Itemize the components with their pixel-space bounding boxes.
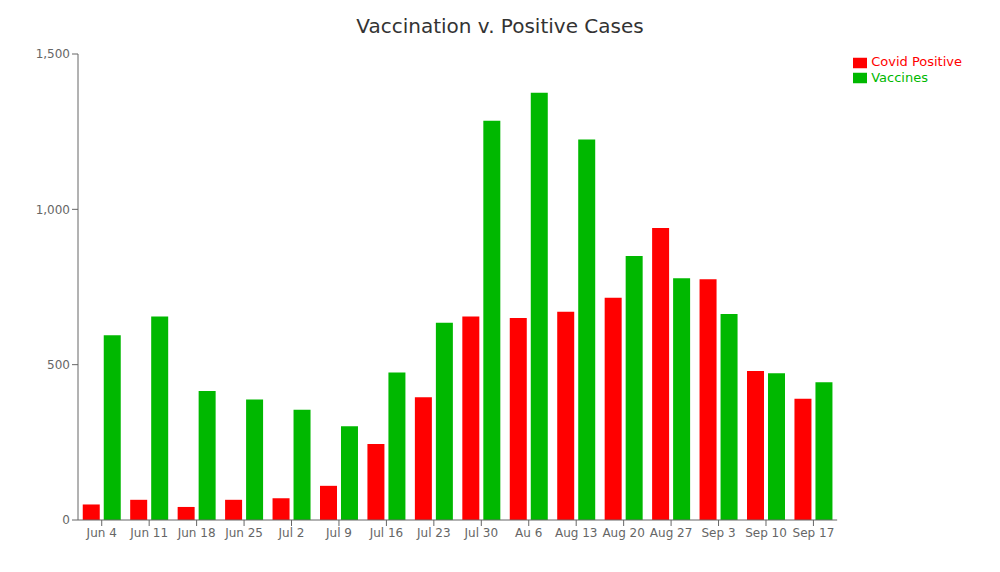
svg-text:Au 6: Au 6	[515, 526, 542, 540]
html-text:Vaccines: Vaccines	[871, 69, 928, 85]
html-text:Covid Positive: Covid Positive	[871, 54, 962, 69]
svg-text:0: 0	[62, 513, 70, 527]
svg-text:Aug 27: Aug 27	[650, 526, 693, 540]
svg-text:Jul 23: Jul 23	[416, 526, 451, 540]
svg-text:1,500: 1,500	[36, 47, 70, 61]
svg-text:Jul 16: Jul 16	[369, 526, 404, 540]
svg-text:500: 500	[47, 358, 70, 372]
svg-text:1,000: 1,000	[36, 203, 70, 217]
svg-text:Jul 2: Jul 2	[278, 526, 305, 540]
svg-text:Jul 9: Jul 9	[325, 526, 352, 540]
svg-text:Sep 10: Sep 10	[745, 526, 787, 540]
svg-text:Jun 25: Jun 25	[224, 526, 263, 540]
svg-text:Jun 18: Jun 18	[177, 526, 216, 540]
html-text:Vaccination v. Positive Cases: Vaccination v. Positive Cases	[356, 14, 644, 38]
svg-text:Sep 3: Sep 3	[701, 526, 735, 540]
svg-text:Aug 13: Aug 13	[555, 526, 598, 540]
svg-text:Jul 30: Jul 30	[464, 526, 499, 540]
svg-text:Aug 20: Aug 20	[602, 526, 645, 540]
svg-text:Jun 11: Jun 11	[129, 526, 168, 540]
svg-text:Sep 17: Sep 17	[793, 526, 835, 540]
svg-text:Jun 4: Jun 4	[86, 526, 117, 540]
